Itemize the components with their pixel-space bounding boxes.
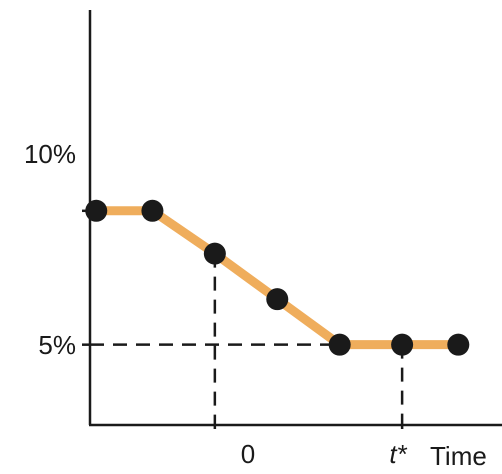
ticks: [82, 209, 404, 429]
x-tick-label-t-star: t*: [389, 439, 407, 469]
tick-labels: 10% 5% 0 t* Time: [24, 139, 487, 471]
y-tick-label-10: 10%: [24, 139, 76, 169]
data-point-5: [391, 333, 414, 356]
series-line-group: [85, 199, 470, 356]
series-line-0: [91, 206, 463, 350]
data-point-1: [141, 199, 164, 222]
data-point-2: [203, 242, 226, 265]
data-point-4: [328, 333, 351, 356]
data-point-0: [85, 199, 108, 222]
x-axis-title: Time: [430, 441, 487, 471]
data-point-3: [266, 288, 289, 311]
reference-lines: [90, 209, 404, 425]
y-tick-label-5: 5%: [38, 330, 76, 360]
data-point-6: [447, 333, 470, 356]
x-tick-label-0: 0: [241, 439, 255, 469]
